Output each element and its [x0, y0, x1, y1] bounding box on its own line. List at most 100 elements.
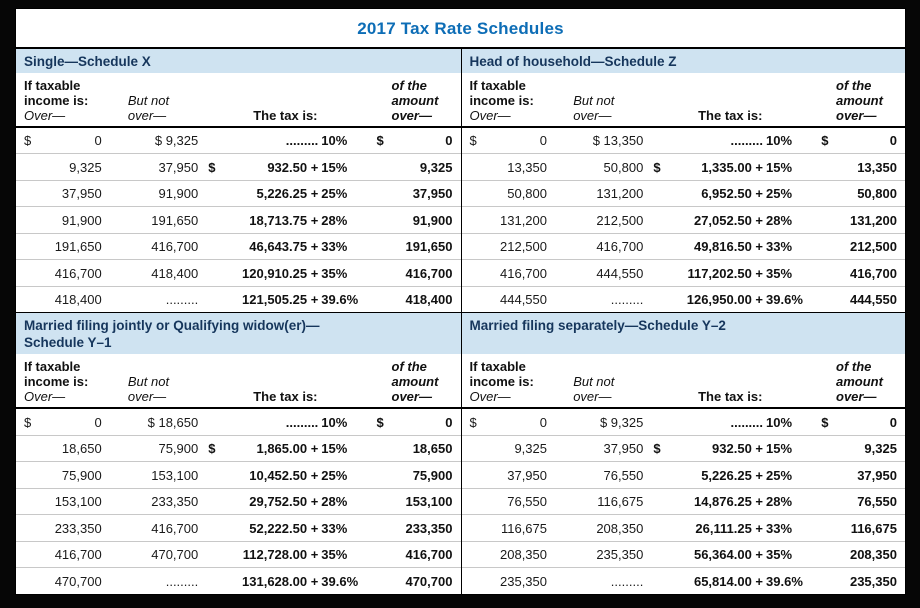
tax-bracket-row: 37,950 91,900 5,226.25 +25% 37,950: [16, 181, 461, 208]
tax-cell: 29,752.50 +28%: [208, 494, 362, 509]
of-amount-over-value: 0: [445, 133, 453, 149]
of-amount-over-value: 416,700: [405, 547, 453, 563]
of-amount-over-value: 0: [889, 414, 897, 430]
of-amount-over-value: 131,200: [849, 212, 897, 228]
schedule-title-line: Head of household—Schedule Z: [469, 54, 677, 69]
of-amount-over-cell: $0: [807, 133, 897, 148]
schedule-married-jointly-y1: Married filing jointly or Qualifying wid…: [16, 312, 461, 594]
dollar-sign: $: [208, 159, 216, 175]
tax-cell: 65,814.00 +39.6%: [653, 574, 807, 589]
but-not-over-value: 76,550: [603, 467, 644, 483]
tax-cell: 49,816.50 +33%: [653, 239, 807, 254]
but-not-over-cell: 418,400: [110, 266, 209, 281]
tax-cell: $932.50 +15%: [653, 441, 807, 456]
over-cell: 416,700: [24, 266, 110, 281]
tax-base-amount: 131,628.00 +: [242, 573, 319, 589]
tax-bracket-row: 208,350 235,350 56,364.00 +35% 208,350: [461, 542, 905, 569]
over-cell: 212,500: [470, 239, 556, 254]
over-cell: 37,950: [470, 468, 556, 483]
tax-rate-percent: 25%: [321, 186, 348, 202]
of-amount-over-cell: 9,325: [362, 160, 453, 175]
tax-bracket-row: 444,550......... 126,950.00 +39.6% 444,550: [462, 287, 906, 312]
tax-base-amount: 65,814.00 +: [693, 573, 764, 589]
tax-rate-percent: 33%: [766, 239, 793, 255]
tax-cell: 112,728.00 +35%: [208, 547, 362, 562]
dollar-sign: $: [376, 414, 384, 430]
bracket-rows: $0 $ 13,350......... 10% $0 13,350 50,800 $1,3…: [461, 128, 906, 312]
over-cell: 235,350: [470, 574, 556, 589]
tax-bracket-row: 91,900 191,650 18,713.75 +28% 91,900: [16, 207, 461, 234]
but-not-over-cell: 444,550: [555, 266, 653, 281]
but-not-over-cell: 416,700: [110, 521, 209, 536]
of-amount-over-cell: 13,350: [807, 160, 897, 175]
schedule-title-bar: Head of household—Schedule Z: [461, 49, 905, 73]
tax-base-amount: 52,222.50 +: [249, 520, 319, 536]
over-cell: 233,350: [24, 521, 110, 536]
of-amount-over-cell: $0: [362, 415, 452, 430]
tax-cell: ......... 10%: [208, 415, 362, 430]
schedule-title-bar: Married filing jointly or Qualifying wid…: [16, 313, 461, 355]
tax-bracket-row: 235,350......... 65,814.00 +39.6% 235,350: [462, 568, 906, 594]
over-value: 0: [94, 414, 102, 430]
of-amount-over-value: 76,550: [857, 494, 897, 510]
tax-base-amount: 932.50 +: [267, 159, 319, 175]
tax-bracket-row: $0 $ 18,650......... 10% $0: [16, 409, 461, 436]
but-not-over-value: 75,900: [158, 441, 199, 457]
over-cell: 116,675: [470, 521, 556, 536]
tax-rate-percent: 35%: [766, 547, 793, 563]
over-value: 9,325: [69, 159, 102, 175]
over-cell: $0: [24, 133, 110, 148]
but-not-over-value: 91,900: [158, 186, 199, 202]
but-not-over-cell: 131,200: [555, 186, 653, 201]
of-amount-over-cell: 233,350: [362, 521, 452, 536]
tax-bracket-row: 116,675 208,350 26,111.25 +33% 116,675: [461, 515, 905, 542]
of-amount-over-cell: 444,550: [807, 292, 897, 307]
but-not-over-value: .........: [610, 573, 644, 589]
but-not-over-value: 470,700: [151, 547, 199, 563]
of-amount-over-value: 235,350: [849, 573, 897, 589]
tax-rate-percent: 39.6%: [321, 573, 359, 589]
of-amount-over-value: 91,900: [412, 212, 453, 228]
but-not-over-value: 191,650: [151, 212, 199, 228]
schedule-title-bar: Single—Schedule X: [16, 49, 461, 73]
of-amount-over-cell: 416,700: [362, 266, 452, 281]
over-value: 191,650: [54, 239, 102, 255]
schedule-married-separately-y2: Married filing separately—Schedule Y–2 I…: [460, 312, 906, 594]
over-value: 9,325: [514, 441, 547, 457]
tax-cell: 26,111.25 +33%: [653, 521, 807, 536]
tax-base-amount: 117,202.50 +: [687, 265, 764, 281]
page-title: 2017 Tax Rate Schedules: [357, 19, 564, 38]
over-cell: 418,400: [24, 292, 110, 307]
schedule-title-line: Single—Schedule X: [24, 54, 151, 69]
over-value: 235,350: [500, 573, 547, 589]
of-amount-over-value: 212,500: [849, 239, 897, 255]
tax-base-amount: 6,952.50 +: [701, 186, 764, 202]
tax-bracket-row: 18,650 75,900 $1,865.00 +15% 18,650: [16, 436, 461, 463]
tax-base-amount: 49,816.50 +: [693, 239, 764, 255]
tax-bracket-row: 131,200 212,500 27,052.50 +28% 131,200: [461, 207, 905, 234]
over-value: 416,700: [54, 265, 102, 281]
tax-cell: $932.50 +15%: [208, 160, 362, 175]
but-not-over-value: 37,950: [603, 441, 644, 457]
tax-rate-percent: 28%: [321, 494, 348, 510]
tax-cell: ......... 10%: [653, 415, 807, 430]
col-header-but-not-over: But not over—: [573, 93, 615, 123]
over-cell: 416,700: [470, 266, 556, 281]
of-amount-over-value: 37,950: [857, 467, 897, 483]
of-amount-over-value: 75,900: [412, 467, 453, 483]
schedules-grid: Single—Schedule X If taxable income is: …: [16, 47, 905, 594]
of-amount-over-value: 416,700: [405, 265, 453, 281]
over-cell: $0: [24, 415, 110, 430]
of-amount-over-cell: 191,650: [362, 239, 452, 254]
tax-bracket-row: 9,325 37,950 $932.50 +15% 9,325: [16, 154, 461, 181]
col-header-taxable-income: If taxable income is: Over—: [24, 78, 89, 123]
over-cell: 9,325: [470, 441, 556, 456]
col-header-taxable-income: If taxable income is: Over—: [469, 78, 534, 123]
of-amount-over-value: 416,700: [849, 265, 897, 281]
col-header-but-not-over: But not over—: [573, 374, 615, 405]
tax-rate-percent: 35%: [321, 547, 348, 563]
over-cell: $0: [470, 133, 556, 148]
over-value: 153,100: [54, 494, 102, 510]
tax-rate-percent: 15%: [766, 441, 793, 457]
over-value: 18,650: [61, 441, 102, 457]
